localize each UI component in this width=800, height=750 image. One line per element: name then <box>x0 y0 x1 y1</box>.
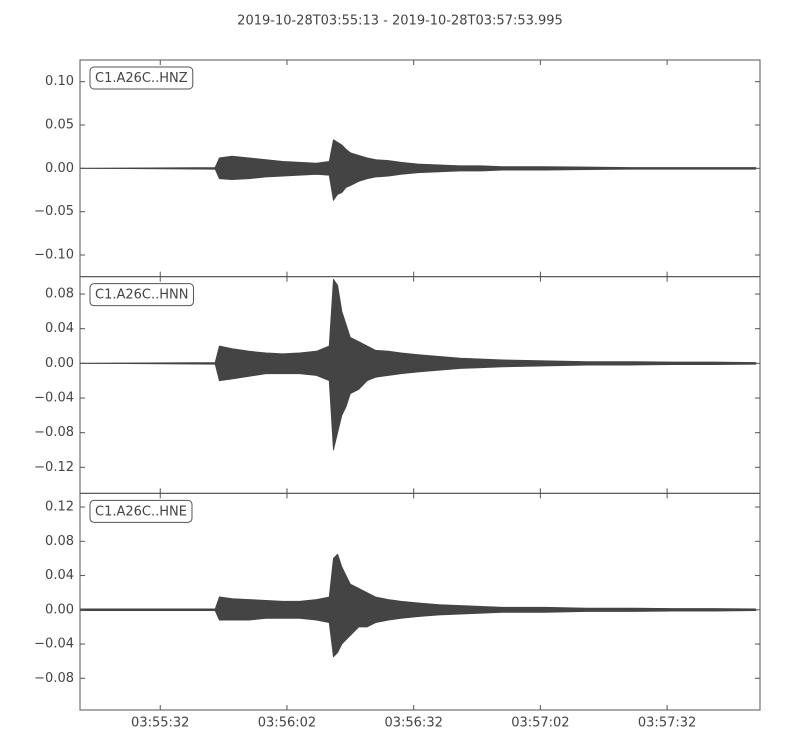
trace-label-box <box>89 283 194 307</box>
y-tick-label: 0.12 <box>45 500 74 515</box>
trace-label: C1.A26C..HNN <box>95 288 188 303</box>
y-tick-label: 0.00 <box>45 356 74 371</box>
y-tick-label: −0.12 <box>34 460 74 475</box>
x-tick-label: 03:57:02 <box>511 716 569 731</box>
trace-label-box <box>89 66 194 90</box>
y-tick-label: 0.04 <box>45 321 74 336</box>
trace-label-box <box>89 499 193 523</box>
y-tick-label: −0.04 <box>34 637 74 652</box>
x-tick-label: 03:55:32 <box>131 716 189 731</box>
y-tick-label: −0.08 <box>34 425 74 440</box>
y-tick-label: 0.08 <box>45 287 74 302</box>
y-tick-label: −0.08 <box>34 671 74 686</box>
waveform-envelope <box>79 553 757 611</box>
x-tick-label: 03:56:02 <box>258 716 316 731</box>
y-tick-label: 0.04 <box>45 568 74 583</box>
y-tick-label: 0.05 <box>45 118 74 133</box>
axes-frame <box>79 492 761 711</box>
y-tick-label: −0.10 <box>34 248 74 263</box>
y-tick-label: 0.08 <box>45 534 74 549</box>
waveform-envelope <box>79 139 757 169</box>
y-tick-label: −0.05 <box>34 204 74 219</box>
trace-label: C1.A26C..HNZ <box>95 71 188 86</box>
waveform-envelope <box>79 278 757 364</box>
trace-label: C1.A26C..HNE <box>95 504 187 519</box>
chart-title: 2019-10-28T03:55:13 - 2019-10-28T03:57:5… <box>237 14 563 29</box>
y-tick-label: 0.00 <box>45 161 74 176</box>
y-tick-label: 0.00 <box>45 602 74 617</box>
y-tick-label: 0.10 <box>45 74 74 89</box>
waveform-envelope <box>79 609 757 658</box>
x-tick-label: 03:56:32 <box>384 716 442 731</box>
waveform-envelope <box>79 167 757 201</box>
waveform-envelope <box>79 362 757 451</box>
y-tick-label: −0.04 <box>34 391 74 406</box>
x-tick-label: 03:57:32 <box>638 716 696 731</box>
